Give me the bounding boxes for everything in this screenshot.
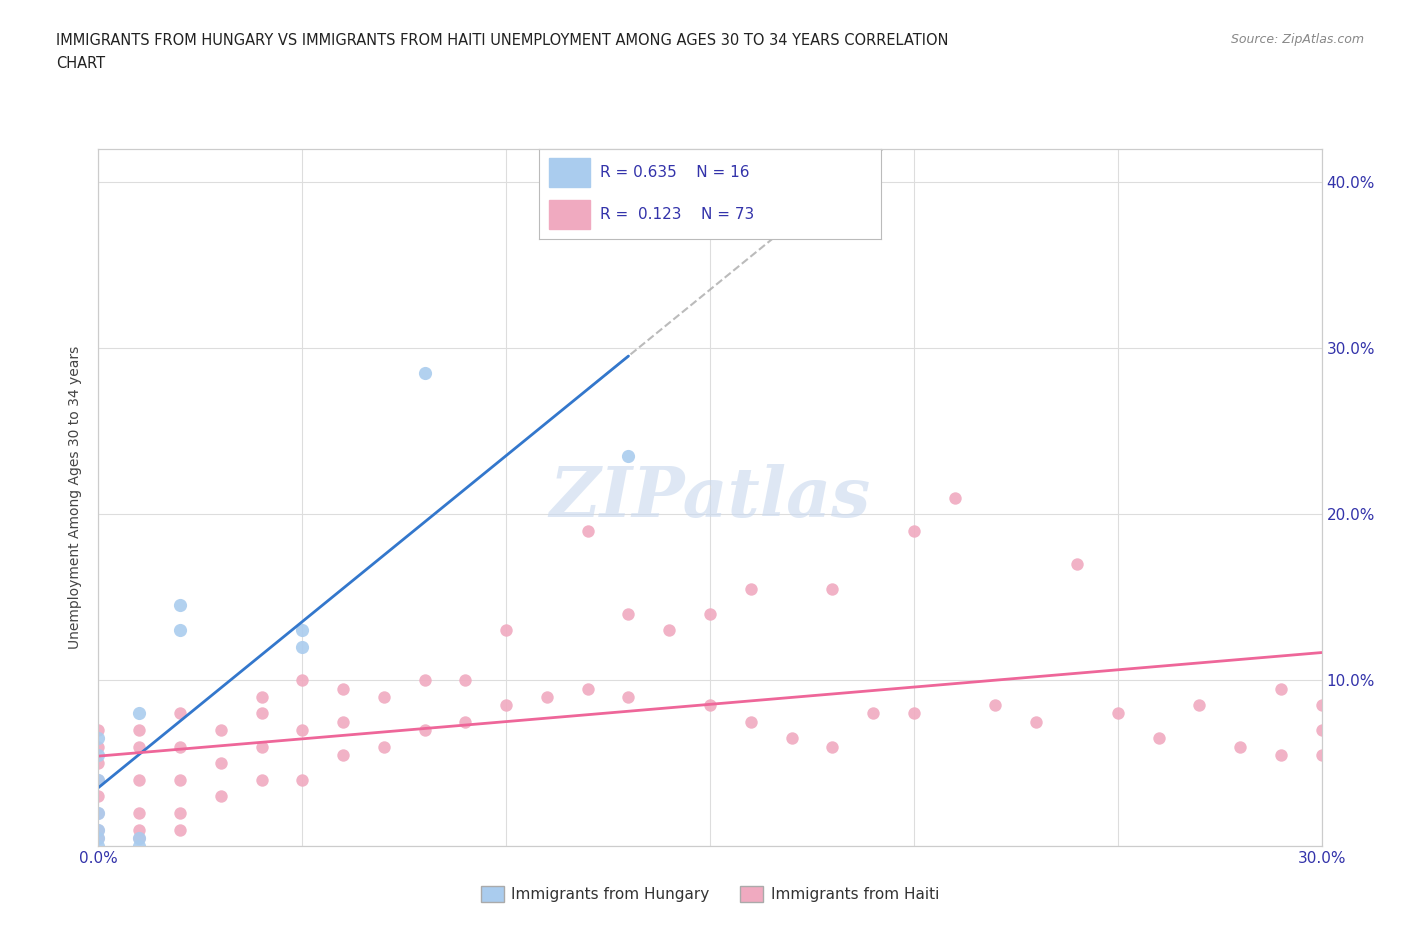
Point: [169, 623, 191, 638]
Point: [169, 822, 191, 837]
Point: [536, 689, 558, 704]
Point: [1270, 748, 1292, 763]
Point: [209, 756, 232, 771]
Point: [87, 773, 110, 788]
Point: [87, 822, 110, 837]
Point: [576, 681, 599, 696]
Point: [128, 830, 150, 845]
Point: [209, 723, 232, 737]
Point: [576, 524, 599, 538]
Point: [740, 581, 762, 596]
Point: [87, 822, 110, 837]
Point: [128, 723, 150, 737]
Point: [1310, 748, 1333, 763]
Point: [699, 698, 721, 712]
Point: [454, 714, 477, 729]
Point: [169, 706, 191, 721]
Point: [128, 830, 150, 845]
Point: [1229, 739, 1251, 754]
Point: [250, 773, 273, 788]
Point: [128, 739, 150, 754]
Point: [903, 706, 925, 721]
Point: [332, 748, 354, 763]
Point: [250, 739, 273, 754]
Legend: Immigrants from Hungary, Immigrants from Haiti: Immigrants from Hungary, Immigrants from…: [475, 880, 945, 909]
Point: [291, 672, 314, 687]
Point: [209, 789, 232, 804]
Point: [699, 606, 721, 621]
Point: [658, 623, 681, 638]
Point: [495, 698, 517, 712]
Point: [128, 706, 150, 721]
Point: [862, 706, 884, 721]
Text: ZIPatlas: ZIPatlas: [550, 464, 870, 531]
Point: [740, 714, 762, 729]
Point: [169, 598, 191, 613]
Point: [617, 606, 640, 621]
Point: [291, 640, 314, 655]
Point: [169, 739, 191, 754]
Point: [87, 756, 110, 771]
Point: [291, 723, 314, 737]
Point: [250, 689, 273, 704]
Point: [903, 524, 925, 538]
Point: [780, 731, 803, 746]
Point: [373, 739, 395, 754]
Point: [1188, 698, 1211, 712]
Point: [1147, 731, 1170, 746]
Point: [128, 805, 150, 820]
Point: [169, 773, 191, 788]
Point: [1310, 723, 1333, 737]
Point: [495, 623, 517, 638]
Point: [87, 739, 110, 754]
Point: [413, 365, 436, 380]
Point: [821, 739, 844, 754]
Point: [128, 773, 150, 788]
Point: [87, 748, 110, 763]
Point: [1066, 556, 1088, 571]
Point: [87, 830, 110, 845]
Point: [291, 773, 314, 788]
Point: [1270, 681, 1292, 696]
Point: [617, 448, 640, 463]
Point: [87, 723, 110, 737]
Point: [413, 672, 436, 687]
Point: [87, 731, 110, 746]
Point: [984, 698, 1007, 712]
Point: [291, 623, 314, 638]
Point: [1107, 706, 1129, 721]
Text: IMMIGRANTS FROM HUNGARY VS IMMIGRANTS FROM HAITI UNEMPLOYMENT AMONG AGES 30 TO 3: IMMIGRANTS FROM HUNGARY VS IMMIGRANTS FR…: [56, 33, 949, 47]
Y-axis label: Unemployment Among Ages 30 to 34 years: Unemployment Among Ages 30 to 34 years: [69, 346, 83, 649]
Point: [128, 839, 150, 854]
Point: [332, 714, 354, 729]
Point: [454, 672, 477, 687]
Point: [87, 805, 110, 820]
Point: [413, 723, 436, 737]
Point: [250, 706, 273, 721]
Point: [87, 805, 110, 820]
Point: [373, 689, 395, 704]
Point: [1310, 698, 1333, 712]
Point: [1025, 714, 1047, 729]
Point: [943, 490, 966, 505]
Point: [87, 773, 110, 788]
Point: [128, 822, 150, 837]
Point: [87, 830, 110, 845]
Point: [87, 839, 110, 854]
Point: [87, 789, 110, 804]
Point: [169, 805, 191, 820]
Text: Source: ZipAtlas.com: Source: ZipAtlas.com: [1230, 33, 1364, 46]
Point: [821, 581, 844, 596]
Point: [332, 681, 354, 696]
Point: [617, 689, 640, 704]
Text: CHART: CHART: [56, 56, 105, 71]
